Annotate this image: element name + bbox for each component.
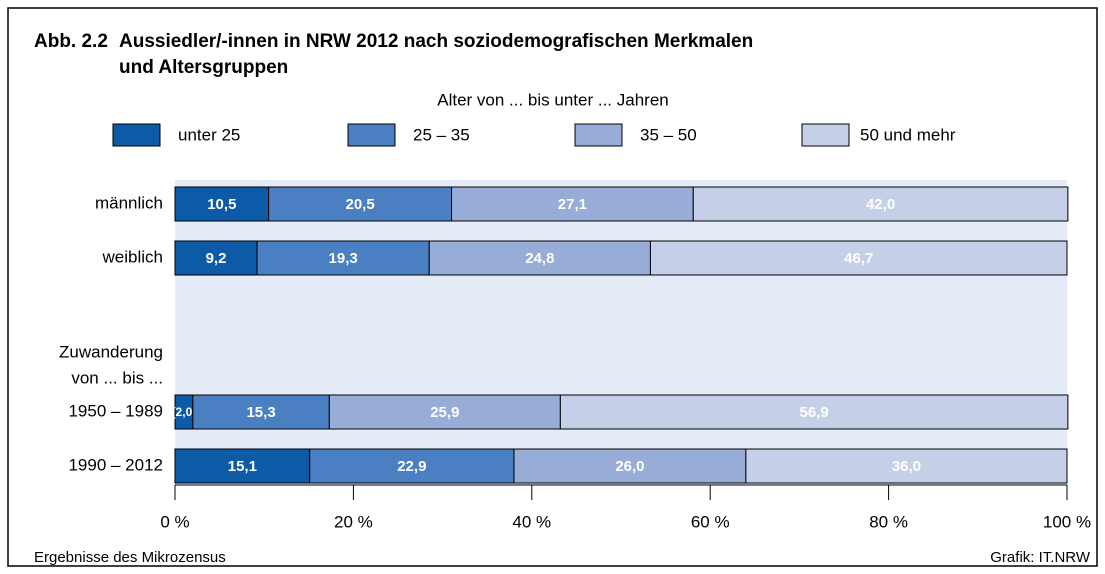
bar-segment <box>649 240 1068 276</box>
y-tick-label: weiblich <box>102 247 163 266</box>
value-label: 42,0 <box>866 196 895 213</box>
bar-segment <box>174 240 258 276</box>
chart-title: und Altersgruppen <box>119 57 288 78</box>
legend-label: 35 – 50 <box>640 125 697 144</box>
value-label: 26,0 <box>615 458 644 475</box>
x-tick-label: 100 % <box>1043 512 1091 531</box>
legend-label: 25 – 35 <box>413 125 470 144</box>
legend-swatch <box>574 123 623 147</box>
group-label: von ... bis ... <box>71 368 163 387</box>
value-label: 9,2 <box>206 250 227 267</box>
chart-title: Aussiedler/-innen in NRW 2012 nach sozio… <box>119 31 753 52</box>
legend-title: Alter von ... bis unter ... Jahren <box>437 90 669 109</box>
y-tick-label: männlich <box>95 193 163 212</box>
value-label: 25,9 <box>430 404 459 421</box>
bar-segment <box>513 448 747 484</box>
plot-background <box>175 180 1067 485</box>
value-label: (2,0) <box>172 405 197 419</box>
bar-segment <box>692 186 1069 222</box>
source: Ergebnisse des Mikrozensus <box>34 549 226 566</box>
value-label: 15,1 <box>228 458 257 475</box>
value-label: 46,7 <box>844 250 873 267</box>
credit: Grafik: IT.NRW <box>990 549 1091 566</box>
bar-segment <box>192 394 330 430</box>
x-tick-label: 0 % <box>160 512 189 531</box>
bar-segment <box>559 394 1069 430</box>
value-label: 15,3 <box>246 404 275 421</box>
bar-segment <box>451 186 694 222</box>
group-label: Zuwanderung <box>59 342 163 361</box>
bar-segment <box>328 394 561 430</box>
y-tick-label: 1990 – 2012 <box>68 455 163 474</box>
bar-segment <box>745 448 1068 484</box>
value-label: 36,0 <box>892 458 921 475</box>
value-label: 19,3 <box>329 250 358 267</box>
x-tick-label: 60 % <box>691 512 730 531</box>
x-tick-label: 40 % <box>512 512 551 531</box>
legend-label: 50 und mehr <box>860 125 956 144</box>
legend-swatch <box>347 123 396 147</box>
value-label: 10,5 <box>207 196 236 213</box>
title-label: Abb. 2.2 <box>34 31 108 52</box>
x-tick-label: 20 % <box>334 512 373 531</box>
value-label: 27,1 <box>558 196 587 213</box>
value-label: 20,5 <box>345 196 374 213</box>
bar-segment <box>174 186 270 222</box>
bar-segment <box>268 186 453 222</box>
value-label: 56,9 <box>800 404 829 421</box>
legend-swatch <box>801 123 850 147</box>
legend-label: unter 25 <box>178 125 240 144</box>
bar-segment <box>309 448 515 484</box>
y-tick-label: 1950 – 1989 <box>68 401 163 420</box>
legend-swatch <box>112 123 161 147</box>
value-label: 24,8 <box>525 250 554 267</box>
bar-segment <box>174 448 311 484</box>
value-label: 22,9 <box>397 458 426 475</box>
x-tick-label: 80 % <box>869 512 908 531</box>
